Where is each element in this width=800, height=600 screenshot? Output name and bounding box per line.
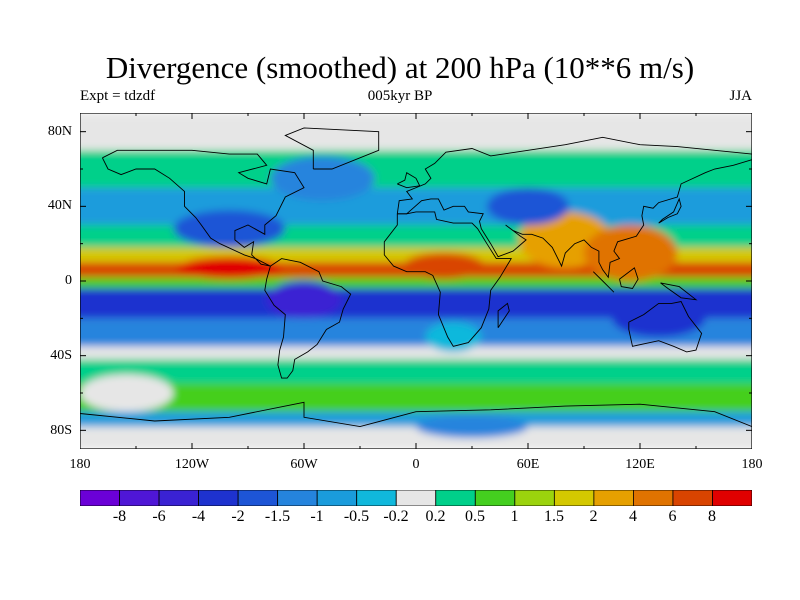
divergence-band xyxy=(80,411,752,427)
divergence-cell xyxy=(402,253,486,280)
colorbar-label: -1.5 xyxy=(264,508,291,525)
colorbar-label: 8 xyxy=(708,508,716,525)
coastline xyxy=(284,127,380,170)
map-title: Divergence (smoothed) at 200 hPa (10**6 … xyxy=(105,50,695,85)
colorbar-swatch xyxy=(119,490,160,506)
colorbar-swatch xyxy=(277,490,318,506)
lat-label-40n: 40N xyxy=(47,198,72,213)
colorbar-swatch xyxy=(356,490,397,506)
lat-label-80s: 80S xyxy=(50,423,72,438)
map-ticks xyxy=(80,113,752,449)
coastline xyxy=(80,401,752,428)
divergence-band xyxy=(80,346,752,360)
coastline xyxy=(497,302,510,328)
colorbar-label: -0.5 xyxy=(343,508,370,525)
colorbar-swatch xyxy=(593,490,634,506)
colorbar xyxy=(80,490,752,506)
colorbar-label: -0.2 xyxy=(383,508,409,525)
colorbar-label: -1 xyxy=(310,508,324,525)
divergence-cell xyxy=(80,374,174,412)
divergence-cell xyxy=(584,225,678,281)
season-label: JJA xyxy=(729,88,752,104)
colorbar-label: -8 xyxy=(112,508,127,525)
lon-label-180w: 180 xyxy=(69,457,91,472)
colorbar-label: 4 xyxy=(629,508,637,525)
colorbar-swatch xyxy=(712,490,752,506)
colorbar-swatch xyxy=(672,490,713,506)
colorbar-swatch xyxy=(198,490,239,506)
coastline xyxy=(383,211,512,347)
divergence-band xyxy=(80,150,752,188)
divergence-field xyxy=(80,113,752,449)
lon-label-0: 0 xyxy=(412,457,420,472)
colorbar-label: 6 xyxy=(668,508,677,525)
time-label: 005kyr BP xyxy=(367,88,433,104)
coastline xyxy=(101,149,305,267)
divergence-cell xyxy=(173,210,286,248)
divergence-band xyxy=(80,426,752,449)
lat-label-0: 0 xyxy=(65,273,72,288)
divergence-cell xyxy=(486,187,570,225)
colorbar-label: 1.5 xyxy=(544,508,564,525)
colorbar-swatch xyxy=(553,490,595,506)
divergence-cell xyxy=(177,256,282,280)
experiment-label: Expt = tdzdf xyxy=(80,88,156,104)
colorbar-swatch xyxy=(395,490,437,506)
coastline xyxy=(397,172,421,189)
lat-label-80n: 80N xyxy=(47,124,72,139)
coastline xyxy=(619,267,639,289)
divergence-band xyxy=(80,277,752,289)
colorbar-label: -2 xyxy=(231,508,245,525)
divergence-cell xyxy=(270,155,375,201)
divergence-map xyxy=(80,113,752,449)
divergence-band xyxy=(80,383,752,412)
colorbar-label: 1 xyxy=(510,508,519,525)
colorbar-swatch xyxy=(316,490,358,506)
lon-label-60e: 60E xyxy=(516,457,540,472)
smoothed-contours xyxy=(80,113,752,449)
coastline xyxy=(264,258,352,379)
colorbar-swatch xyxy=(633,490,674,506)
divergence-cell xyxy=(416,415,528,438)
coastline xyxy=(660,282,698,301)
coastlines xyxy=(80,127,752,428)
colorbar-swatch xyxy=(435,490,476,506)
coastline xyxy=(628,300,703,353)
colorbar-swatch xyxy=(514,490,555,506)
divergence-cell xyxy=(425,322,482,352)
colorbar-swatch xyxy=(80,490,120,506)
lon-label-120e: 120E xyxy=(625,457,655,472)
coastline xyxy=(658,197,682,224)
colorbar-label: 0.2 xyxy=(425,508,446,525)
lon-label-60w: 60W xyxy=(290,457,318,472)
lat-label-40s: 40S xyxy=(50,348,72,363)
divergence-cell xyxy=(266,281,342,319)
lon-label-180e: 180 xyxy=(741,457,763,472)
colorbar-swatch xyxy=(237,490,279,506)
colorbar-label: 2 xyxy=(589,508,598,525)
divergence-band xyxy=(80,187,752,225)
colorbar-label: -4 xyxy=(191,508,206,525)
divergence-band xyxy=(80,359,752,384)
lon-label-120w: 120W xyxy=(174,457,210,472)
colorbar-swatch xyxy=(474,490,516,506)
colorbar-swatch xyxy=(158,490,199,506)
coastline xyxy=(396,136,752,279)
divergence-band xyxy=(80,113,752,151)
colorbar-label: 0.5 xyxy=(465,508,485,525)
colorbar-label: -6 xyxy=(152,508,166,525)
divergence-cell xyxy=(612,299,706,337)
